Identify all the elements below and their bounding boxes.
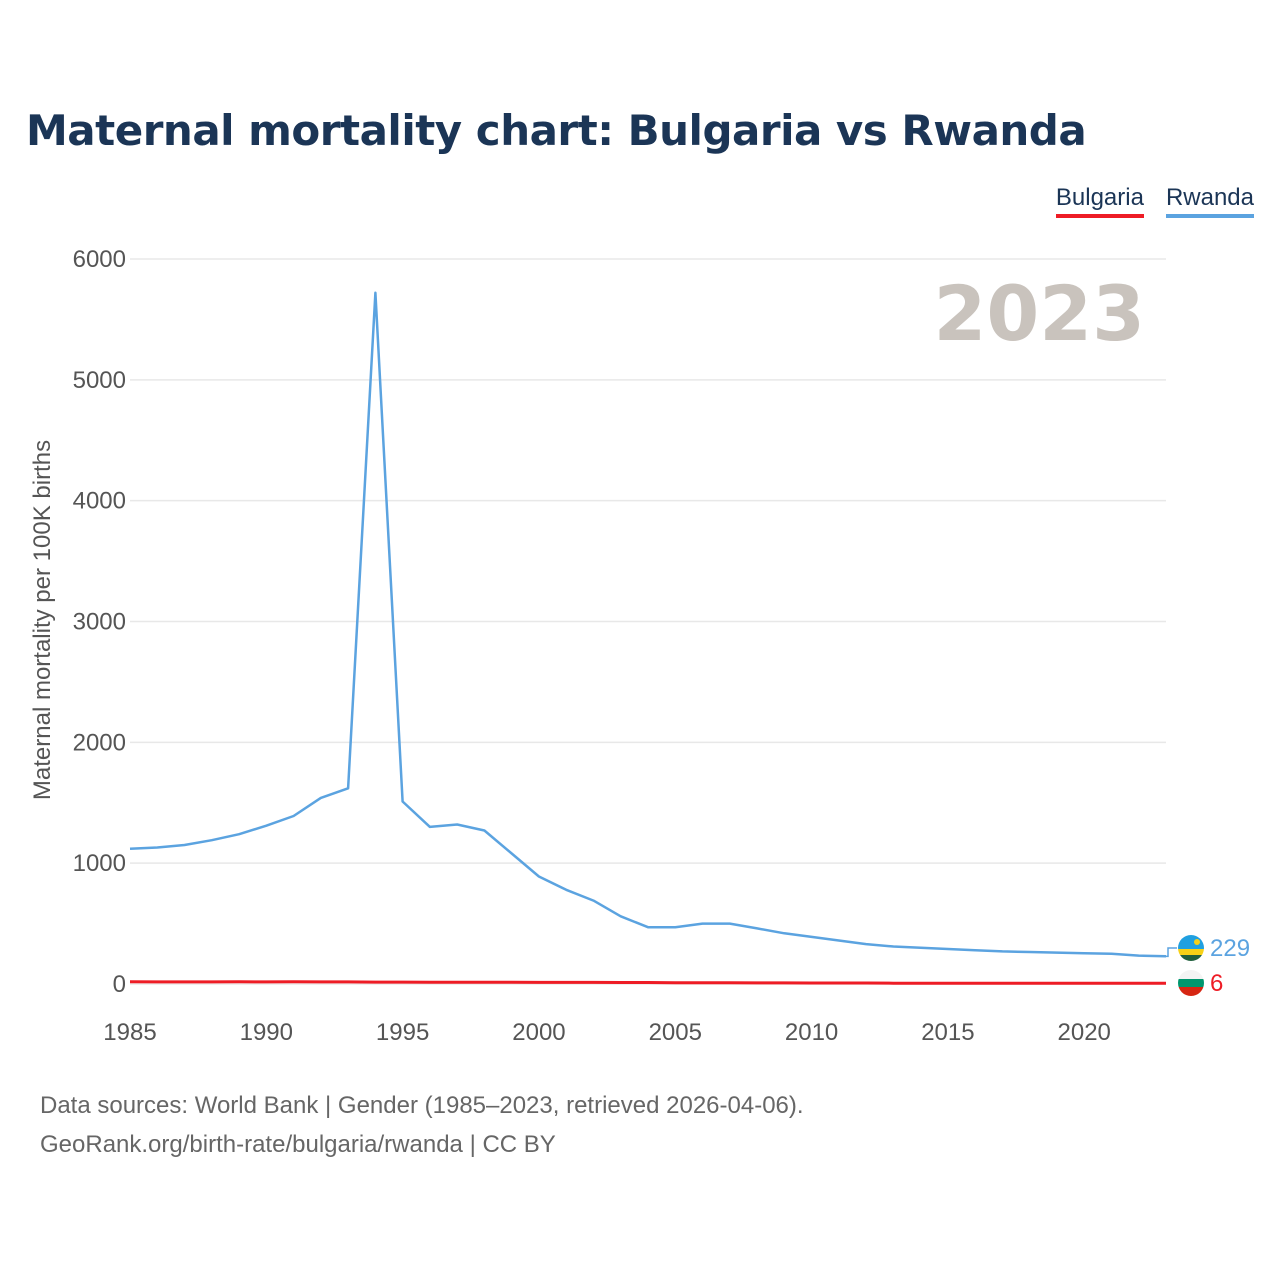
y-tick-label: 2000 [73, 729, 126, 756]
rwanda-flag-icon [1178, 935, 1204, 961]
y-axis-label: Maternal mortality per 100K births [29, 440, 56, 800]
x-tick-label: 1995 [376, 1019, 429, 1046]
bulgaria-last-value: 6 [1210, 970, 1223, 997]
gridlines [130, 258, 1166, 985]
year-watermark: 2023 [933, 269, 1145, 358]
series-line-bulgaria[interactable] [129, 980, 1166, 985]
footer: Data sources: World Bank | Gender (1985–… [40, 1086, 804, 1164]
legend: Bulgaria Rwanda [1055, 184, 1254, 218]
legend-item-bulgaria[interactable]: Bulgaria [1055, 184, 1144, 218]
legend-item-rwanda[interactable]: Rwanda [1165, 184, 1254, 218]
credit-link[interactable]: GeoRank.org/birth-rate/bulgaria/rwanda |… [40, 1131, 556, 1158]
y-tick-label: 5000 [73, 367, 126, 394]
series-lines [129, 291, 1167, 985]
x-axis-ticks: 1985 1990 1995 2000 2005 2010 2015 2020 [103, 1019, 1111, 1046]
data-sources: Data sources: World Bank | Gender (1985–… [40, 1092, 804, 1119]
y-tick-label: 4000 [73, 488, 126, 515]
chart-title: Maternal mortality chart: Bulgaria vs Rw… [26, 106, 1087, 155]
x-tick-label: 2020 [1058, 1019, 1111, 1046]
y-tick-label: 1000 [73, 850, 126, 877]
rwanda-leader-line [1166, 947, 1177, 958]
y-tick-label: 6000 [73, 246, 126, 273]
y-tick-label: 0 [113, 971, 126, 998]
y-axis-ticks: 0 1000 2000 3000 4000 5000 6000 [73, 246, 126, 998]
x-tick-label: 1990 [240, 1019, 293, 1046]
line-chart: 0 1000 2000 3000 4000 5000 6000 1985 1990 1995 20… [29, 246, 1250, 1046]
x-tick-label: 1985 [103, 1019, 156, 1046]
x-tick-label: 2000 [512, 1019, 565, 1046]
rwanda-last-value: 229 [1210, 935, 1250, 962]
bulgaria-flag-icon [1178, 970, 1204, 996]
series-line-rwanda[interactable] [129, 291, 1167, 958]
x-tick-label: 2010 [785, 1019, 838, 1046]
x-tick-label: 2015 [921, 1019, 974, 1046]
y-tick-label: 3000 [73, 609, 126, 636]
x-tick-label: 2005 [649, 1019, 702, 1046]
